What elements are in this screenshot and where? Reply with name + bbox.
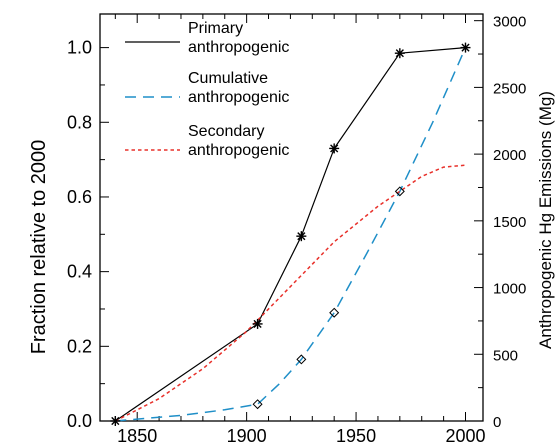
series-line-1 <box>114 47 466 422</box>
series-line-2 <box>115 47 467 422</box>
y-left-tick-label: 1.0 <box>67 38 92 58</box>
series-markers <box>110 42 471 426</box>
y-right-tick-label: 1500 <box>493 214 526 231</box>
x-tick-label: 1900 <box>227 426 267 446</box>
y-left-tick-label: 0.0 <box>67 411 92 431</box>
asterisk-marker <box>110 416 121 426</box>
legend: Primary anthropogenic Cumulative anthropoge… <box>125 20 289 159</box>
y-left-tick-label: 0.8 <box>67 112 92 132</box>
asterisk-marker <box>329 143 340 154</box>
diamond-marker <box>296 354 307 365</box>
asterisk-marker <box>252 318 263 329</box>
y-left-tick-label: 0.6 <box>67 187 92 207</box>
plot-area-border <box>99 13 484 422</box>
y-right-tick-label: 1000 <box>493 281 526 298</box>
asterisk-marker <box>296 231 307 242</box>
y-left-tick-label: 0.4 <box>67 262 92 282</box>
asterisk-marker <box>460 42 471 53</box>
diamond-marker <box>252 399 263 410</box>
legend-label-1: anthropogenic <box>188 39 289 56</box>
asterisk-marker <box>394 48 405 59</box>
plot-frame <box>99 13 484 422</box>
x-tick-label: 1950 <box>336 426 376 446</box>
x-tick-label: 1850 <box>117 426 157 446</box>
left-y-axis-label: Fraction relative to 2000 <box>28 140 50 355</box>
diamond-marker <box>329 307 340 318</box>
legend-label-3: Secondary <box>188 123 265 140</box>
right-y-axis-label: Anthropogenic Hg Emissions (Mg) <box>536 91 555 349</box>
diamond-marker <box>394 186 405 197</box>
legend-label-2: anthropogenic <box>188 89 289 106</box>
y-right-tick-label: 3000 <box>493 14 526 31</box>
left-y-axis: 0.0 0.2 0.4 0.6 0.8 1.0 <box>67 38 109 431</box>
y-right-tick-label: 2500 <box>493 80 526 97</box>
legend-label-3: anthropogenic <box>188 142 289 159</box>
x-axis: 1850 1900 1950 2000 <box>114 14 486 446</box>
legend-label-1: Primary <box>188 20 243 37</box>
x-tick-label: 2000 <box>445 426 485 446</box>
series-lines <box>114 47 467 422</box>
y-right-tick-label: 500 <box>493 347 518 364</box>
y-left-tick-label: 0.2 <box>67 336 92 356</box>
series-line-3 <box>114 164 466 422</box>
legend-label-2: Cumulative <box>188 70 268 87</box>
y-right-tick-label: 2000 <box>493 147 526 164</box>
right-y-axis: 0 500 1000 1500 2000 2500 3000 <box>474 14 526 431</box>
y-right-tick-label: 0 <box>493 414 501 431</box>
